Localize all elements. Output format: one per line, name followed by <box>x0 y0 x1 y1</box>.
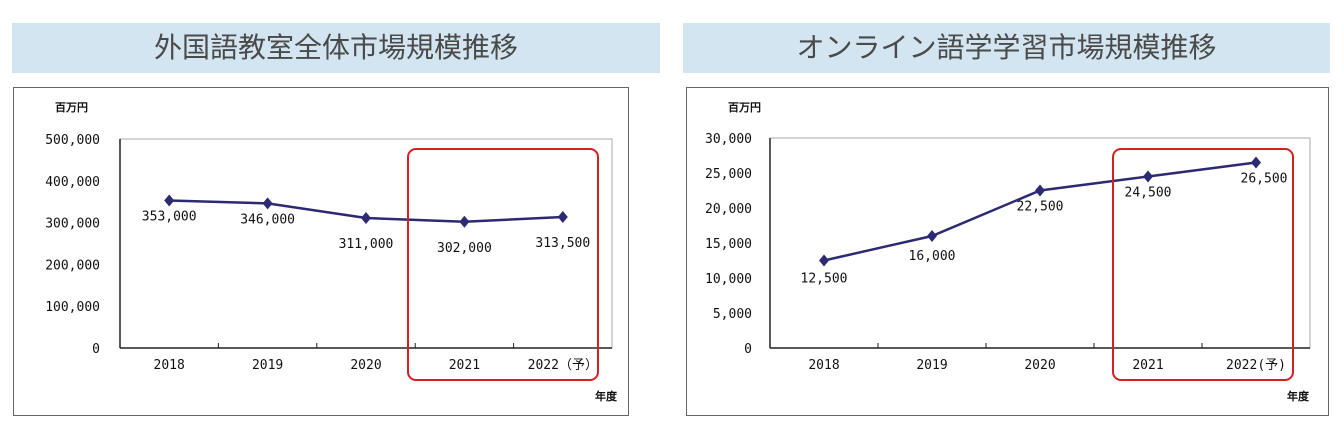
x-tick-label: 2019 <box>916 358 947 373</box>
data-point-marker <box>1035 184 1045 197</box>
data-label: 12,500 <box>801 272 848 287</box>
y-tick-label: 20,000 <box>705 202 752 217</box>
y-tick-label: 0 <box>92 342 100 357</box>
data-label: 24,500 <box>1125 186 1172 201</box>
data-label: 346,000 <box>240 212 295 227</box>
y-tick-label: 100,000 <box>45 300 100 315</box>
data-point-marker <box>819 254 829 267</box>
x-tick-label: 2020 <box>1024 358 1055 373</box>
chart-title-right: オンライン語学学習市場規模推移 <box>683 23 1330 73</box>
x-tick-label: 2020 <box>350 358 381 373</box>
data-label: 311,000 <box>339 237 394 252</box>
y-tick-label: 300,000 <box>45 217 100 232</box>
data-label: 22,500 <box>1017 200 1064 215</box>
x-axis-unit: 年度 <box>1287 389 1310 403</box>
data-label: 353,000 <box>142 209 197 224</box>
y-tick-label: 30,000 <box>705 132 752 147</box>
chart-frame-right <box>686 87 1329 416</box>
y-tick-label: 10,000 <box>705 272 752 287</box>
x-axis-unit: 年度 <box>595 389 618 403</box>
data-point-marker <box>927 230 937 242</box>
y-axis-unit: 百万円 <box>55 101 88 114</box>
data-point-marker <box>557 210 568 223</box>
x-tick-label: 2018 <box>154 358 185 373</box>
y-tick-label: 200,000 <box>45 258 100 273</box>
x-tick-label: 2022(予) <box>1226 358 1286 373</box>
y-axis-unit: 百万円 <box>728 101 761 114</box>
y-tick-label: 0 <box>744 342 752 357</box>
chart-title-left: 外国語教室全体市場規模推移 <box>12 23 660 73</box>
chart-frame-left <box>13 87 629 416</box>
data-point-marker <box>1143 170 1153 183</box>
plot-area <box>769 137 1311 349</box>
data-label: 16,000 <box>909 249 956 264</box>
data-label: 302,000 <box>437 241 492 256</box>
data-label: 26,500 <box>1241 172 1288 187</box>
y-tick-label: 500,000 <box>45 133 100 148</box>
data-point-marker <box>262 197 273 210</box>
data-point-marker <box>164 194 175 207</box>
x-tick-label: 2021 <box>1132 358 1163 373</box>
x-tick-label: 2018 <box>808 358 839 373</box>
x-tick-label: 2022（予） <box>528 358 598 373</box>
y-tick-label: 400,000 <box>45 175 100 190</box>
y-tick-label: 5,000 <box>713 307 752 322</box>
x-tick-label: 2019 <box>252 358 283 373</box>
y-tick-label: 15,000 <box>705 237 752 252</box>
data-point-marker <box>1251 156 1261 169</box>
y-tick-label: 25,000 <box>705 167 752 182</box>
highlight-box <box>1112 148 1294 381</box>
data-label: 313,500 <box>535 236 590 251</box>
x-tick-label: 2021 <box>449 358 480 373</box>
data-point-marker <box>361 212 371 225</box>
data-point-marker <box>459 215 470 228</box>
highlight-box <box>407 148 599 381</box>
